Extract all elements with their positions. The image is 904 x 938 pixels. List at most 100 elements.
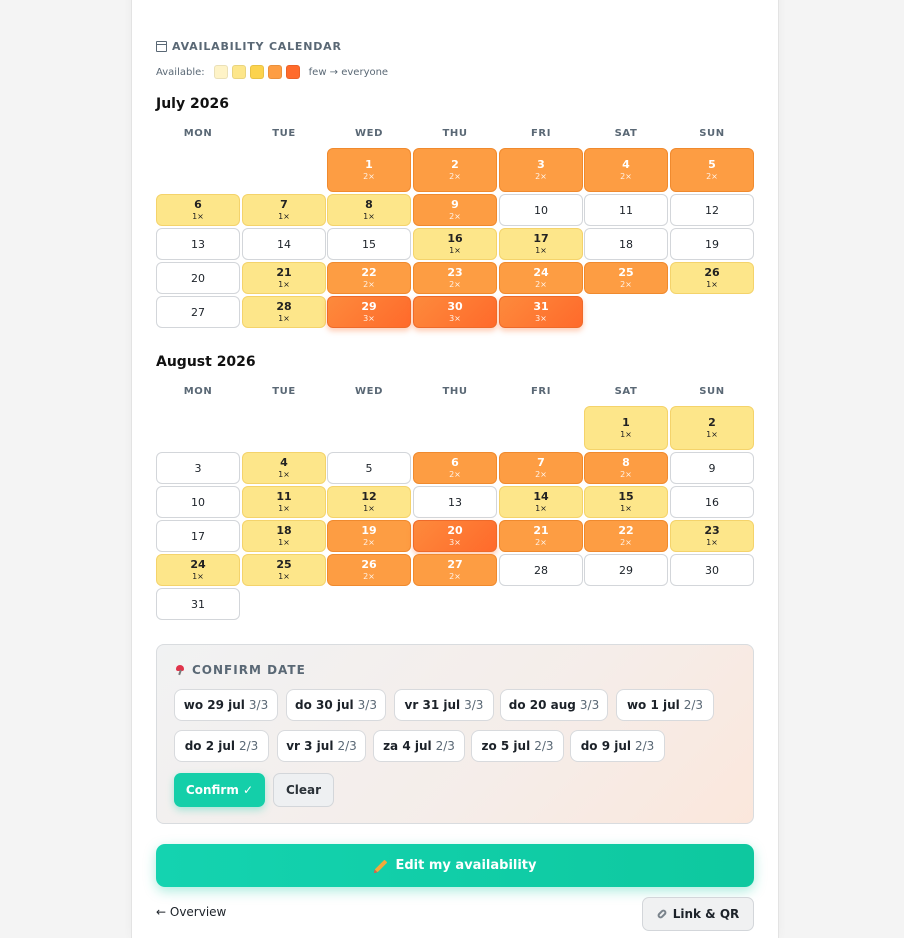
calendar-day[interactable]: 14 1× (499, 486, 583, 518)
calendar-day[interactable]: 4 2× (584, 148, 668, 192)
date-option-chip[interactable]: wo 1 jul 2/3 (616, 689, 714, 721)
calendar-day[interactable]: 25 1× (242, 554, 326, 586)
calendar-day[interactable]: 4 1× (242, 452, 326, 484)
calendar-day[interactable]: 29 (584, 554, 668, 586)
calendar-day[interactable]: 1 1× (584, 406, 668, 450)
calendar-day[interactable]: 15 1× (584, 486, 668, 518)
calendar-day[interactable]: 20 (156, 262, 240, 294)
calendar-day[interactable]: 11 (584, 194, 668, 226)
availability-calendar-heading: AVAILABILITY CALENDAR (156, 40, 342, 53)
date-option-chip[interactable]: vr 31 jul 3/3 (394, 689, 494, 721)
calendar-day[interactable]: 30 (670, 554, 754, 586)
availability-count: 1× (278, 538, 290, 547)
availability-count: 2× (620, 172, 632, 181)
calendar-day[interactable]: 8 1× (327, 194, 411, 226)
date-option-chip[interactable]: za 4 jul 2/3 (373, 730, 465, 762)
edit-availability-button[interactable]: Edit my availability (156, 844, 754, 887)
calendar-day[interactable]: 9 (670, 452, 754, 484)
confirm-button[interactable]: Confirm ✓ (174, 773, 265, 807)
calendar-day[interactable]: 27 (156, 296, 240, 328)
date-option-chip[interactable]: do 20 aug 3/3 (500, 689, 608, 721)
calendar-day[interactable]: 9 2× (413, 194, 497, 226)
calendar-day[interactable]: 17 (156, 520, 240, 552)
calendar-day[interactable]: 31 (156, 588, 240, 620)
calendar-day[interactable]: 18 1× (242, 520, 326, 552)
availability-count: 2× (620, 538, 632, 547)
calendar-day[interactable]: 17 1× (499, 228, 583, 260)
calendar-day[interactable]: 25 2× (584, 262, 668, 294)
calendar-day[interactable]: 26 2× (327, 554, 411, 586)
calendar-day[interactable]: 24 2× (499, 262, 583, 294)
calendar-day[interactable]: 3 2× (499, 148, 583, 192)
availability-count: 2× (706, 172, 718, 181)
calendar-day[interactable]: 16 (670, 486, 754, 518)
calendar-day[interactable]: 22 2× (327, 262, 411, 294)
calendar-day[interactable]: 12 1× (327, 486, 411, 518)
calendar-day[interactable]: 30 3× (413, 296, 497, 328)
calendar-day[interactable]: 14 (242, 228, 326, 260)
calendar-day[interactable]: 28 1× (242, 296, 326, 328)
date-option-chip[interactable]: vr 3 jul 2/3 (277, 730, 366, 762)
calendar-day[interactable]: 16 1× (413, 228, 497, 260)
calendar-day[interactable]: 10 (499, 194, 583, 226)
calendar-day[interactable]: 12 (670, 194, 754, 226)
day-number: 5 (365, 461, 373, 475)
date-option-chip[interactable]: wo 29 jul 3/3 (174, 689, 278, 721)
calendar-day[interactable]: 23 1× (670, 520, 754, 552)
calendar-day[interactable]: 7 2× (499, 452, 583, 484)
calendar-day[interactable]: 31 3× (499, 296, 583, 328)
day-number: 11 (619, 203, 633, 217)
day-number: 21 (276, 266, 292, 279)
link-qr-button[interactable]: Link & QR (642, 897, 754, 931)
day-number: 14 (533, 490, 549, 503)
weekday-header: SUN (699, 128, 725, 139)
legend-swatch-2 (231, 65, 246, 79)
overview-link[interactable]: ← Overview (156, 905, 226, 919)
calendar-day[interactable]: 28 (499, 554, 583, 586)
day-number: 16 (705, 495, 719, 509)
date-option-chip[interactable]: do 30 jul 3/3 (286, 689, 386, 721)
calendar-day[interactable]: 11 1× (242, 486, 326, 518)
calendar-day[interactable]: 3 (156, 452, 240, 484)
day-number: 18 (276, 524, 292, 537)
calendar-day[interactable]: 5 (327, 452, 411, 484)
calendar-day[interactable]: 19 (670, 228, 754, 260)
calendar-day[interactable]: 5 2× (670, 148, 754, 192)
date-option-chip[interactable]: zo 5 jul 2/3 (471, 730, 564, 762)
day-number: 29 (619, 563, 633, 577)
calendar-day[interactable]: 29 3× (327, 296, 411, 328)
calendar-day[interactable]: 1 2× (327, 148, 411, 192)
calendar-day[interactable]: 2 1× (670, 406, 754, 450)
calendar-day[interactable]: 10 (156, 486, 240, 518)
availability-count: 2× (363, 538, 375, 547)
day-number: 31 (533, 300, 549, 313)
calendar-day[interactable]: 13 (413, 486, 497, 518)
date-option-chip[interactable]: do 2 jul 2/3 (174, 730, 269, 762)
calendar-day[interactable]: 7 1× (242, 194, 326, 226)
calendar-day[interactable]: 15 (327, 228, 411, 260)
day-number: 1 (365, 158, 373, 171)
calendar-day[interactable]: 6 1× (156, 194, 240, 226)
calendar-day[interactable]: 21 2× (499, 520, 583, 552)
calendar-day[interactable]: 22 2× (584, 520, 668, 552)
day-number: 28 (276, 300, 292, 313)
calendar-day[interactable]: 2 2× (413, 148, 497, 192)
calendar-day[interactable]: 21 1× (242, 262, 326, 294)
calendar-day[interactable]: 20 3× (413, 520, 497, 552)
calendar-day[interactable]: 26 1× (670, 262, 754, 294)
day-number: 27 (447, 558, 463, 571)
availability-count: 1× (278, 504, 290, 513)
calendar-day[interactable]: 23 2× (413, 262, 497, 294)
calendar-day[interactable]: 18 (584, 228, 668, 260)
calendar-day[interactable]: 24 1× (156, 554, 240, 586)
date-option-chip[interactable]: do 9 jul 2/3 (570, 730, 665, 762)
calendar-day[interactable]: 6 2× (413, 452, 497, 484)
day-number: 4 (622, 158, 630, 171)
calendar-day[interactable]: 13 (156, 228, 240, 260)
calendar-day[interactable]: 19 2× (327, 520, 411, 552)
legend-swatch-4 (267, 65, 282, 79)
calendar-day[interactable]: 8 2× (584, 452, 668, 484)
day-number: 29 (361, 300, 377, 313)
clear-button[interactable]: Clear (273, 773, 334, 807)
calendar-day[interactable]: 27 2× (413, 554, 497, 586)
